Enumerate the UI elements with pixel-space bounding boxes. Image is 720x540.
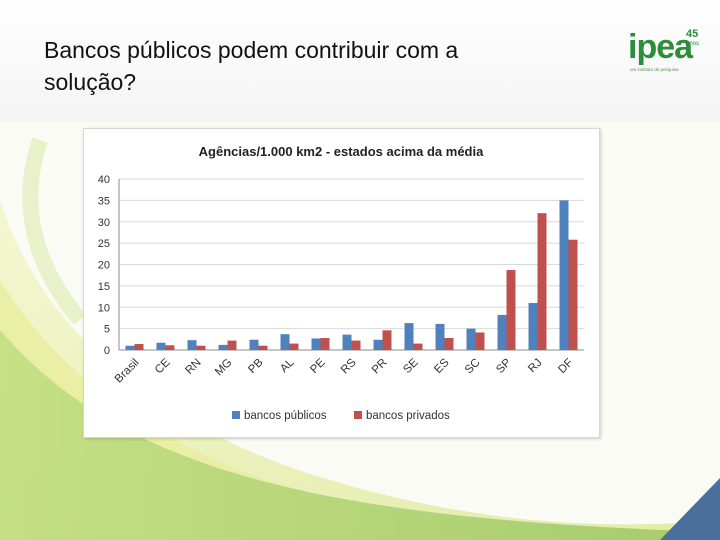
x-tick-label: SP <box>494 356 514 376</box>
bar-privados <box>568 239 578 350</box>
bar-privados <box>134 344 144 350</box>
legend-swatch <box>232 411 240 419</box>
bar-publicos <box>559 200 569 350</box>
bar-publicos <box>311 338 321 350</box>
bar-publicos <box>342 334 352 350</box>
bar-chart: Agências/1.000 km2 - estados acima da mé… <box>98 144 584 422</box>
x-tick-label: CE <box>153 356 173 376</box>
y-tick-label: 35 <box>98 195 110 207</box>
y-tick-label: 0 <box>104 345 110 357</box>
bar-privados <box>382 330 392 350</box>
ipea-logo: ipea 45 anos um instituto de pesquisa <box>622 24 708 84</box>
bar-publicos <box>280 334 290 350</box>
x-axis: Brasil CE RN MG PB AL PE RS PR SE ES SC SP RJ DF <box>113 356 576 385</box>
bar-publicos <box>528 302 538 350</box>
bar-privados <box>537 213 547 350</box>
bar-privados <box>351 340 361 350</box>
chart-title: Agências/1.000 km2 - estados acima da mé… <box>199 144 484 159</box>
bar-privados <box>165 345 175 350</box>
legend-label: bancos públicos <box>244 410 327 422</box>
corner-decoration <box>660 478 720 540</box>
logo-wordmark: ipea <box>628 28 693 66</box>
logo-anniversary-number: 45 <box>686 28 699 40</box>
bar-publicos <box>125 345 135 350</box>
bar-publicos <box>249 339 259 350</box>
bar-publicos <box>373 339 383 350</box>
x-tick-label: PB <box>246 356 266 376</box>
y-tick-label: 10 <box>98 302 110 314</box>
slide-title-line-1: Bancos públicos podem contribuir com a <box>44 37 459 63</box>
y-tick-label: 15 <box>98 281 110 293</box>
logo-tagline: um instituto de pesquisa <box>630 67 679 72</box>
slide-title-line-2: solução? <box>44 69 137 95</box>
x-tick-label: PE <box>308 356 328 376</box>
bar-privados <box>475 332 485 350</box>
x-tick-label: ES <box>432 356 452 376</box>
bar-publicos <box>404 323 414 350</box>
bar-publicos <box>187 340 197 350</box>
bar-privados <box>444 338 454 350</box>
bar-privados <box>289 343 299 350</box>
bar-privados <box>506 270 516 350</box>
logo-anniversary-label: anos <box>686 41 700 47</box>
y-tick-label: 20 <box>98 260 110 272</box>
chart-bars <box>125 200 578 350</box>
bar-privados <box>258 345 268 350</box>
bar-privados <box>320 338 330 350</box>
slide-title: Bancos públicos podem contribuir com a s… <box>44 34 604 98</box>
x-tick-label: AL <box>278 356 297 375</box>
bar-publicos <box>218 344 228 350</box>
bar-publicos <box>497 314 507 350</box>
y-axis: 0 5 10 15 20 25 30 35 40 <box>98 174 120 357</box>
y-tick-label: 40 <box>98 174 110 186</box>
y-tick-label: 5 <box>104 324 110 336</box>
x-tick-label: RN <box>183 357 203 377</box>
bar-privados <box>227 340 237 350</box>
x-tick-label: DF <box>556 357 575 376</box>
y-tick-label: 25 <box>98 238 110 250</box>
x-tick-label: SC <box>463 357 483 377</box>
bar-publicos <box>466 328 476 350</box>
legend-label: bancos privados <box>366 410 450 422</box>
chart-legend: bancos públicos bancos privados <box>232 410 450 422</box>
bar-publicos <box>156 342 166 350</box>
bar-privados <box>196 345 206 350</box>
x-tick-label: RJ <box>526 357 544 375</box>
y-tick-label: 30 <box>98 217 110 229</box>
slide-header: Bancos públicos podem contribuir com a s… <box>0 0 720 122</box>
chart-card: Agências/1.000 km2 - estados acima da mé… <box>83 128 600 438</box>
x-tick-label: RS <box>339 356 359 376</box>
x-tick-label: PR <box>370 357 390 377</box>
bar-publicos <box>435 323 445 350</box>
x-tick-label: Brasil <box>113 357 142 386</box>
bar-privados <box>413 343 423 350</box>
x-tick-label: MG <box>213 357 235 379</box>
x-tick-label: SE <box>401 356 421 376</box>
legend-swatch <box>354 411 362 419</box>
